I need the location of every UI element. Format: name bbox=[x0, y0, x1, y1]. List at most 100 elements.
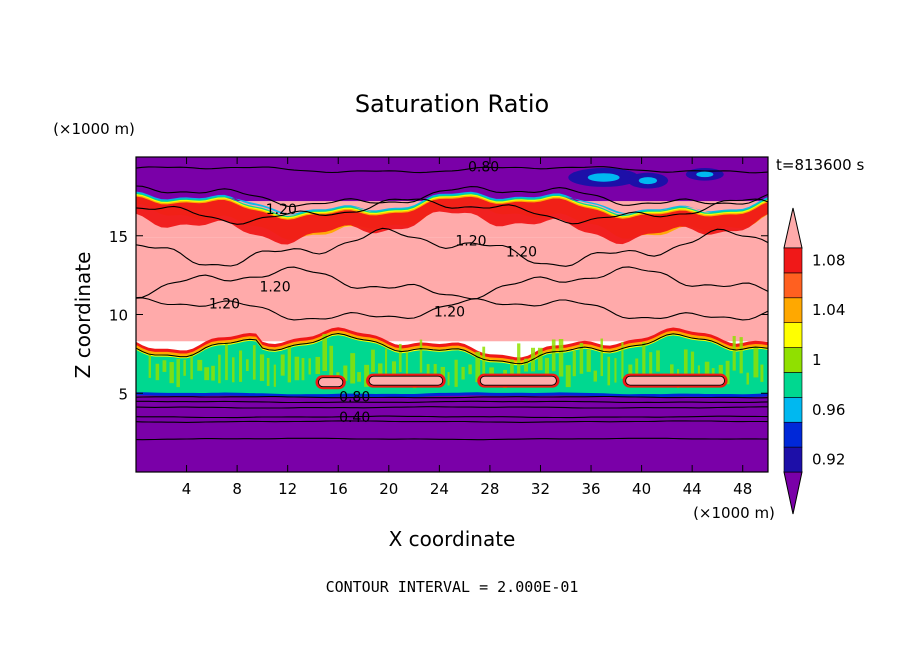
contour-interval-note: CONTOUR INTERVAL = 2.000E-01 bbox=[326, 578, 579, 596]
cloud-streak bbox=[607, 356, 611, 386]
contour-upper-100 bbox=[136, 185, 768, 207]
dry-patch-core bbox=[587, 173, 620, 182]
contour-label: 1.20 bbox=[434, 305, 465, 321]
colorbar-swatch bbox=[783, 397, 803, 423]
x-tick-label: 48 bbox=[733, 480, 752, 498]
contour-upper-080 bbox=[136, 166, 768, 174]
cloud-streak bbox=[419, 339, 423, 373]
cloud-streak bbox=[461, 366, 465, 380]
contour-lower bbox=[136, 437, 768, 441]
time-label: t=813600 s bbox=[776, 156, 864, 174]
x-tick-label: 40 bbox=[632, 480, 651, 498]
cloud-streak bbox=[190, 353, 193, 380]
cloud-streak bbox=[329, 345, 334, 377]
cloud-streak bbox=[162, 360, 167, 372]
cloud-streak bbox=[537, 347, 543, 371]
colorbar-label: 1 bbox=[812, 351, 822, 369]
cloud-streak bbox=[308, 358, 311, 375]
y-tick-label: 15 bbox=[109, 228, 128, 246]
cloud-streak bbox=[294, 356, 300, 381]
x-axis: 4 8 12 16 20 24 28 32 36 40 44 48 bbox=[182, 157, 752, 498]
colorbar-swatch bbox=[783, 322, 803, 348]
y-unit-label: (×1000 m) bbox=[53, 120, 135, 138]
dry-patch-core bbox=[696, 171, 714, 178]
cloud-streak bbox=[517, 343, 521, 379]
cloud-streak bbox=[239, 350, 243, 382]
contour-label: 1.20 bbox=[455, 234, 486, 250]
cloud-streak bbox=[391, 361, 397, 376]
cloud-streak bbox=[245, 359, 249, 372]
cloud-streak bbox=[364, 364, 370, 387]
cloud-streak bbox=[371, 349, 375, 373]
cloud-streak bbox=[683, 349, 688, 380]
cloud-streak bbox=[656, 350, 660, 372]
cloud-streak bbox=[454, 359, 458, 387]
cloud-streak bbox=[600, 338, 603, 377]
cloud-streak bbox=[252, 345, 256, 380]
cloud-streak bbox=[510, 359, 514, 382]
cloud-streak bbox=[350, 353, 356, 384]
cloud-streak bbox=[475, 351, 481, 383]
contour-label: 0.40 bbox=[339, 410, 370, 426]
contour-lower bbox=[136, 415, 768, 419]
contour-lower bbox=[136, 395, 768, 399]
cloud-streak bbox=[725, 360, 730, 385]
cloud-streak bbox=[148, 354, 151, 378]
colorbar-label: 1.08 bbox=[812, 251, 845, 269]
cloud-streak bbox=[287, 345, 291, 383]
contour-mid-120c bbox=[136, 297, 768, 321]
cloud-streak bbox=[524, 358, 529, 372]
lens-core bbox=[318, 377, 344, 388]
contour-lower bbox=[136, 400, 768, 404]
cloud-streak bbox=[218, 354, 221, 384]
cloud-streak bbox=[183, 359, 186, 376]
lens-core bbox=[368, 375, 444, 386]
cloud-streak bbox=[266, 357, 270, 386]
contour-lower bbox=[136, 420, 768, 423]
cloud-streak bbox=[301, 357, 305, 381]
cloud-streak bbox=[211, 365, 215, 381]
x-tick-label: 28 bbox=[480, 480, 499, 498]
cloud-streak bbox=[447, 372, 450, 386]
contour-mid-120 bbox=[136, 227, 768, 267]
colorbar-swatch bbox=[783, 347, 803, 373]
cloud-streak bbox=[690, 351, 695, 387]
contour-mid-120b bbox=[136, 266, 768, 300]
x-tick-label: 12 bbox=[278, 480, 297, 498]
cloud-streak bbox=[586, 349, 591, 372]
x-tick-label: 4 bbox=[182, 480, 192, 498]
cloud-streak bbox=[635, 358, 639, 375]
lens-core bbox=[479, 375, 557, 386]
cloud-streak bbox=[204, 367, 210, 381]
cloud-streak bbox=[565, 365, 571, 388]
plot-area bbox=[136, 157, 768, 472]
cloud-streak bbox=[322, 334, 328, 372]
cloud-streak bbox=[670, 364, 674, 381]
lens-core bbox=[625, 375, 726, 386]
upper-moist-band bbox=[136, 191, 768, 216]
contour-label: 1.20 bbox=[209, 297, 240, 313]
cloud-streak bbox=[482, 346, 486, 377]
x-unit-label: (×1000 m) bbox=[693, 504, 775, 522]
contour-upper-120 bbox=[136, 198, 768, 225]
cloud-streak bbox=[649, 352, 653, 386]
y-axis: 5 10 15 bbox=[109, 228, 768, 403]
colorbar: 0.92 0.96 1 1.04 1.08 bbox=[783, 207, 845, 515]
chart-title: Saturation Ratio bbox=[355, 90, 549, 118]
cloud-streak bbox=[760, 364, 764, 382]
cloud-streak bbox=[544, 357, 550, 380]
cloud-streak bbox=[398, 343, 402, 373]
cloud-streak bbox=[593, 370, 597, 382]
colorbar-max-arrow bbox=[783, 207, 803, 249]
cloud-streak bbox=[704, 361, 710, 375]
contour-label: 1.20 bbox=[266, 202, 297, 218]
colorbar-label: 1.04 bbox=[812, 301, 845, 319]
band-lower-dry bbox=[136, 394, 768, 472]
cloud-streak bbox=[343, 365, 348, 382]
contour-label: 1.20 bbox=[506, 245, 537, 261]
cloud-streak bbox=[572, 351, 576, 377]
colorbar-min-arrow bbox=[783, 471, 803, 515]
cloud-streak bbox=[468, 364, 472, 375]
cloud-streak bbox=[176, 358, 180, 388]
